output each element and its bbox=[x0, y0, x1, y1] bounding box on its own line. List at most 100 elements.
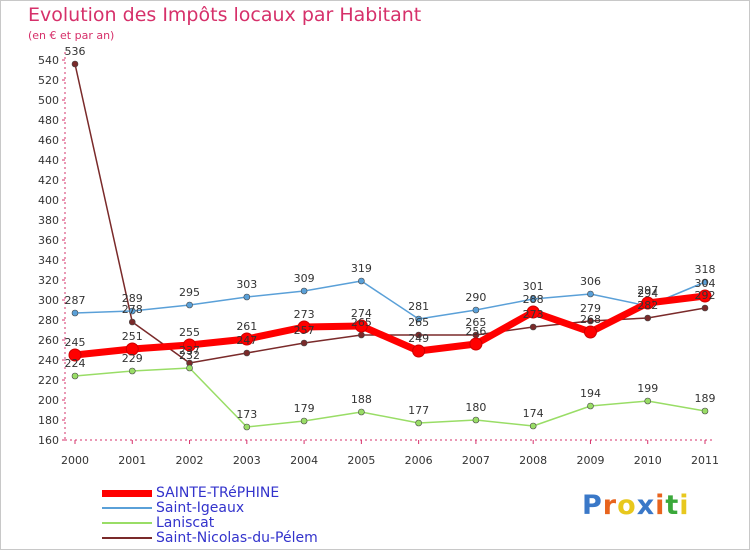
chart-title: Evolution des Impôts locaux par Habitant bbox=[28, 4, 422, 26]
y-tick-label: 320 bbox=[38, 274, 59, 287]
data-point bbox=[526, 305, 540, 319]
y-tick-label: 260 bbox=[38, 334, 59, 347]
y-tick-label: 460 bbox=[38, 134, 59, 147]
data-label: 237 bbox=[179, 344, 200, 357]
legend-swatch-saint-nicolas bbox=[102, 537, 152, 539]
data-point bbox=[529, 295, 537, 303]
y-tick-label: 240 bbox=[38, 354, 59, 367]
x-tick-label: 2010 bbox=[634, 454, 662, 467]
data-point bbox=[71, 60, 79, 68]
data-point bbox=[243, 423, 251, 431]
data-point bbox=[472, 416, 480, 424]
y-tick-label: 280 bbox=[38, 314, 59, 327]
data-label: 288 bbox=[523, 293, 544, 306]
data-label: 177 bbox=[408, 404, 429, 417]
data-label: 265 bbox=[465, 316, 486, 329]
data-label: 257 bbox=[294, 324, 315, 337]
chart-subtitle: (en € et par an) bbox=[28, 29, 115, 42]
x-tick-label: 2008 bbox=[519, 454, 547, 467]
data-point bbox=[358, 331, 365, 339]
data-point bbox=[415, 315, 422, 323]
legend-swatch-sainte-trephine bbox=[102, 489, 152, 497]
y-tick-label: 400 bbox=[38, 194, 59, 207]
logo-letter: P bbox=[582, 490, 603, 521]
data-label: 173 bbox=[236, 408, 257, 421]
data-point bbox=[358, 277, 365, 285]
series-line-1 bbox=[74, 280, 706, 320]
data-label: 189 bbox=[695, 392, 716, 405]
data-label: 278 bbox=[122, 303, 143, 316]
data-point bbox=[358, 408, 365, 416]
data-label: 261 bbox=[236, 320, 257, 333]
data-point bbox=[243, 349, 251, 357]
data-label: 255 bbox=[179, 326, 200, 339]
data-label: 304 bbox=[695, 277, 716, 290]
data-label: 294 bbox=[637, 287, 658, 300]
data-point bbox=[701, 407, 709, 415]
data-label: 251 bbox=[122, 330, 143, 343]
legend-label: Saint-Igeaux bbox=[156, 500, 245, 516]
legend-item-saint-nicolas: Saint-Nicolas-du-Pélem bbox=[102, 530, 318, 546]
logo-letter: r bbox=[602, 490, 618, 521]
data-label: 279 bbox=[580, 302, 601, 315]
y-tick-label: 500 bbox=[38, 94, 59, 107]
data-point bbox=[529, 323, 537, 331]
data-label: 232 bbox=[179, 349, 200, 362]
data-point bbox=[125, 342, 139, 356]
data-label: 297 bbox=[637, 284, 658, 297]
data-point bbox=[644, 397, 652, 405]
data-label: 247 bbox=[236, 334, 257, 347]
y-tick-label: 480 bbox=[38, 114, 59, 127]
y-tick-label: 200 bbox=[38, 394, 59, 407]
data-point bbox=[587, 402, 594, 410]
data-label: 295 bbox=[179, 286, 200, 299]
data-point bbox=[243, 293, 251, 301]
data-label: 274 bbox=[351, 307, 372, 320]
data-label: 301 bbox=[523, 280, 544, 293]
data-point bbox=[415, 331, 422, 339]
data-label: 303 bbox=[236, 278, 257, 291]
legend-item-sainte-trephine: SAINTE-TRéPHINE bbox=[102, 485, 279, 501]
y-tick-label: 300 bbox=[38, 294, 59, 307]
x-tick-label: 2004 bbox=[290, 454, 318, 467]
logo-letter: o bbox=[617, 490, 637, 521]
data-label: 199 bbox=[637, 382, 658, 395]
x-tick-label: 2007 bbox=[462, 454, 490, 467]
x-tick-label: 2002 bbox=[176, 454, 204, 467]
x-tick-label: 2006 bbox=[405, 454, 433, 467]
data-point bbox=[71, 372, 79, 380]
data-point bbox=[472, 306, 480, 314]
data-point bbox=[644, 314, 652, 322]
data-point bbox=[698, 289, 712, 303]
data-point bbox=[354, 319, 368, 333]
data-point bbox=[300, 417, 308, 425]
y-tick-label: 340 bbox=[38, 254, 59, 267]
data-point bbox=[701, 304, 709, 312]
data-point bbox=[300, 287, 308, 295]
legend-swatch-laniscat bbox=[102, 522, 152, 524]
proxiti-logo: Proxiti bbox=[582, 490, 690, 521]
data-point bbox=[583, 325, 597, 339]
data-label: 245 bbox=[65, 336, 86, 349]
data-label: 273 bbox=[294, 308, 315, 321]
y-tick-label: 440 bbox=[38, 154, 59, 167]
data-point bbox=[701, 278, 709, 286]
data-label: 536 bbox=[65, 45, 86, 58]
data-label: 318 bbox=[695, 263, 716, 276]
data-label: 292 bbox=[695, 289, 716, 302]
data-label: 287 bbox=[65, 294, 86, 307]
data-label: 290 bbox=[465, 291, 486, 304]
x-tick-label: 2000 bbox=[61, 454, 89, 467]
data-label: 265 bbox=[351, 316, 372, 329]
data-label: 282 bbox=[637, 299, 658, 312]
data-point bbox=[415, 419, 422, 427]
logo-letter: x bbox=[636, 490, 656, 521]
legend-item-saint-igeaux: Saint-Igeaux bbox=[102, 500, 244, 516]
y-tick-label: 360 bbox=[38, 234, 59, 247]
data-label: 281 bbox=[408, 300, 429, 313]
data-point bbox=[186, 301, 193, 309]
data-label: 268 bbox=[580, 313, 601, 326]
data-point bbox=[128, 318, 136, 326]
data-point bbox=[183, 338, 197, 352]
